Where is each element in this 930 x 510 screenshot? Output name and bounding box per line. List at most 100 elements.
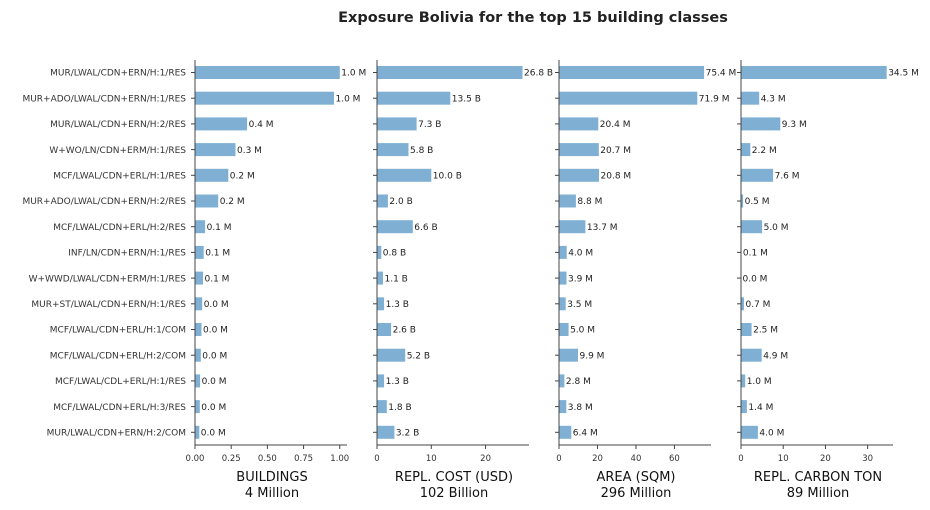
data-label: 1.0 M <box>341 69 366 79</box>
data-label: 1.3 B <box>386 377 409 387</box>
data-label: 20.4 M <box>600 120 631 130</box>
data-bar <box>195 194 219 208</box>
data-bar <box>377 91 451 105</box>
x-tick-label: 0.25 <box>222 454 241 464</box>
x-axis-label: REPL. COST (USD) <box>395 470 513 485</box>
data-label: 4.0 M <box>759 429 784 439</box>
data-bar <box>559 425 572 439</box>
data-label: 0.0 M <box>201 429 226 439</box>
chart-panel-2: 26.8 B 13.5 B 7.3 B 5.8 B 10.0 B 2.0 B 6.6 B 0.… <box>373 60 553 501</box>
data-bar <box>195 245 204 259</box>
data-label: 3.8 M <box>568 403 593 413</box>
data-label: 9.3 M <box>782 120 807 130</box>
data-bar <box>195 117 248 131</box>
data-label: 0.1 M <box>743 249 768 259</box>
data-label: 3.2 B <box>396 429 419 439</box>
category-label: MCF/LWAL/CDN+ERL/H:1/RES <box>53 172 186 182</box>
x-axis-total: 296 Million <box>601 486 672 501</box>
data-label: 0.2 M <box>220 197 245 207</box>
category-label: MUR+ADO/LWAL/CDN+ERN/H:2/RES <box>22 197 186 207</box>
data-label: 2.8 M <box>566 377 591 387</box>
data-label: 2.5 M <box>753 326 778 336</box>
chart-panel-3: 75.4 M 71.9 M 20.4 M 20.7 M 20.8 M 8.8 M 13.7 … <box>555 60 736 501</box>
category-label: MUR+ST/LWAL/CDN+ERN/H:1/RES <box>31 300 186 310</box>
chart-panel-1: 1.0 M MUR/LWAL/CDN+ERN/H:1/RES 1.0 M MUR+AD… <box>22 60 366 501</box>
x-tick-label: 60 <box>669 454 680 464</box>
data-bar <box>377 374 385 388</box>
category-label: W+WO/LN/CDN+ERM/H:1/RES <box>49 146 186 156</box>
data-bar <box>559 245 567 259</box>
data-label: 0.0 M <box>743 274 768 284</box>
data-bar <box>195 271 203 285</box>
category-label: MCF/LWAL/CDN+ERL/H:3/RES <box>53 403 186 413</box>
data-label: 0.1 M <box>205 249 230 259</box>
data-label: 5.2 B <box>407 351 430 361</box>
data-label: 1.0 M <box>747 377 772 387</box>
data-bar <box>741 91 760 105</box>
data-label: 0.0 M <box>203 326 228 336</box>
x-axis-label: BUILDINGS <box>236 470 307 485</box>
data-label: 13.5 B <box>452 94 481 104</box>
x-tick-label: 0 <box>374 454 379 464</box>
data-bar <box>559 400 567 414</box>
data-bar <box>741 297 744 311</box>
x-axis-label: REPL. CARBON TON <box>754 470 882 485</box>
data-label: 75.4 M <box>706 69 737 79</box>
data-label: 20.8 M <box>601 172 632 182</box>
x-tick-label: 20 <box>820 454 831 464</box>
x-tick-label: 0.50 <box>258 454 277 464</box>
data-bar <box>377 194 388 208</box>
data-label: 5.8 B <box>410 146 433 156</box>
data-label: 4.0 M <box>568 249 593 259</box>
data-bar <box>195 348 201 362</box>
data-label: 6.4 M <box>573 429 598 439</box>
x-tick-label: 0.75 <box>294 454 313 464</box>
data-label: 1.1 B <box>385 274 408 284</box>
data-bar <box>741 400 747 414</box>
data-bar <box>559 91 698 105</box>
data-label: 0.8 B <box>383 249 406 259</box>
data-bar <box>559 271 567 285</box>
data-bar <box>559 194 576 208</box>
x-tick-label: 0.00 <box>186 454 205 464</box>
data-bar <box>377 220 413 234</box>
data-label: 7.3 B <box>418 120 441 130</box>
data-label: 5.0 M <box>764 223 789 233</box>
data-label: 0.3 M <box>237 146 262 156</box>
category-label: MUR+ADO/LWAL/CDN+ERN/H:1/RES <box>22 94 186 104</box>
data-label: 3.5 M <box>567 300 592 310</box>
data-label: 4.9 M <box>763 351 788 361</box>
x-axis-total: 102 Billion <box>420 486 489 501</box>
data-bar <box>377 245 382 259</box>
data-label: 71.9 M <box>699 94 730 104</box>
data-bar <box>559 220 586 234</box>
data-bar <box>741 143 751 157</box>
data-label: 10.0 B <box>433 172 462 182</box>
data-bar <box>195 168 229 182</box>
x-tick-label: 0 <box>556 454 561 464</box>
data-bar <box>195 425 200 439</box>
data-bar <box>741 374 746 388</box>
data-bar <box>559 143 599 157</box>
data-bar <box>195 297 203 311</box>
category-label: MCF/LWAL/CDN+ERL/H:1/COM <box>50 326 186 336</box>
data-bar <box>559 168 599 182</box>
data-bar <box>377 271 383 285</box>
data-label: 0.0 M <box>202 377 227 387</box>
data-label: 13.7 M <box>587 223 618 233</box>
data-bar <box>195 91 334 105</box>
data-bar <box>741 323 752 336</box>
data-bar <box>741 425 758 439</box>
chart-panel-4: 34.5 M 4.3 M 9.3 M 2.2 M 7.6 M 0.5 M 5.0 M 0.1 … <box>737 60 919 501</box>
x-axis-total: 4 Million <box>245 486 299 501</box>
data-bar <box>195 400 200 414</box>
data-bar <box>741 348 762 362</box>
data-bar <box>377 143 409 157</box>
data-bar <box>377 425 395 439</box>
category-label: MCF/LWAL/CDN+ERL/H:2/RES <box>53 223 186 233</box>
data-bar <box>195 323 202 336</box>
data-label: 2.6 B <box>393 326 416 336</box>
data-label: 9.9 M <box>580 351 605 361</box>
x-tick-label: 0 <box>738 454 743 464</box>
